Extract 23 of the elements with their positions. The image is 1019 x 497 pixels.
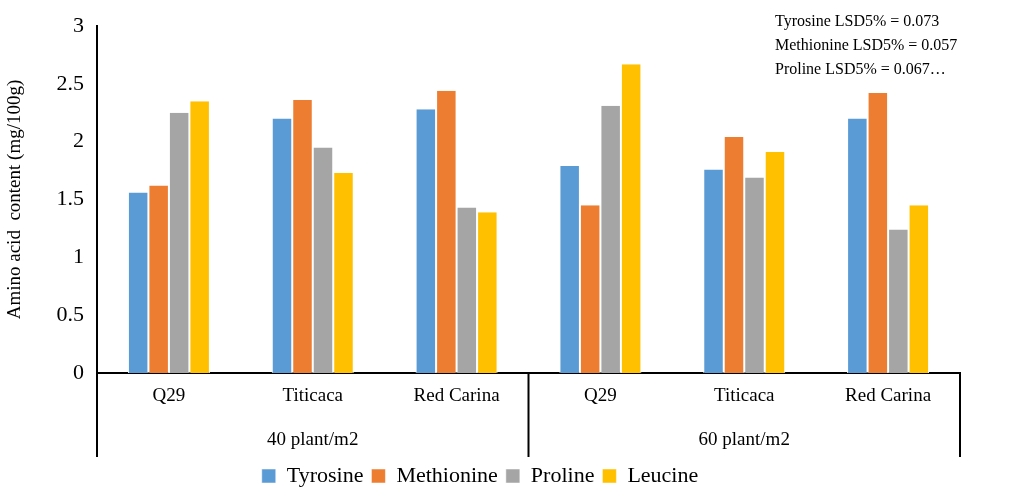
annotation: Methionine LSD5% = 0.057 (775, 36, 958, 54)
x-tick-label: Red Carina (845, 384, 932, 406)
y-tick-label: 0.5 (56, 300, 84, 326)
text: 40 plant/m2 (267, 427, 359, 449)
x-tick-label: Q29 (152, 384, 186, 406)
x-tick-label: Titicaca (282, 384, 344, 406)
y-tick-label: 1.5 (56, 185, 84, 211)
y-axis-title: Amino acid content (mg/100g) (3, 79, 26, 320)
y-tick-label: 2.5 (56, 69, 84, 95)
text: 60 plant/m2 (698, 427, 790, 449)
legend-label: Leucine (627, 461, 699, 487)
x-tick-label: Q29 (584, 384, 617, 406)
legend-label: Methionine (396, 461, 498, 487)
annotation: Proline LSD5% = 0.067… (775, 60, 946, 78)
legend-label: Tyrosine (286, 461, 364, 487)
legend-label: Proline (530, 461, 595, 487)
y-tick-label: 0 (73, 358, 84, 384)
x-tick-label: Titicaca (713, 384, 776, 406)
y-tick-label: 2 (73, 127, 84, 153)
x-tick-label: Red Carina (413, 384, 501, 406)
y-tick-label: 3 (73, 11, 84, 37)
y-tick-label: 1 (73, 243, 84, 269)
annotation: Tyrosine LSD5% = 0.073 (775, 12, 940, 31)
